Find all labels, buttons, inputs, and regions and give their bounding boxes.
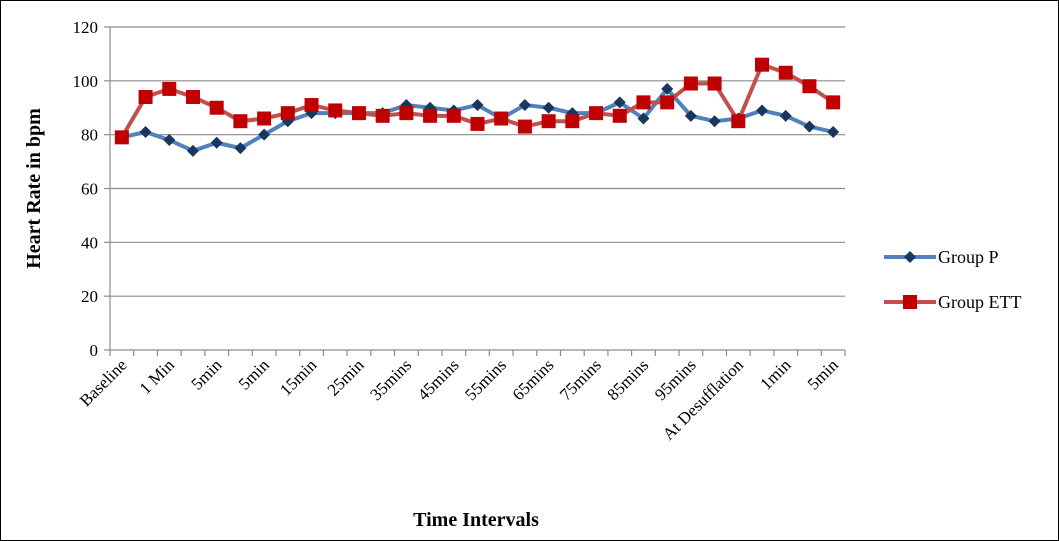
legend-item: Group ETT	[884, 292, 1021, 312]
x-tick-label: 5min	[804, 355, 842, 393]
x-tick-label: 45mins	[414, 355, 463, 404]
data-point	[731, 114, 746, 129]
data-point	[233, 114, 248, 129]
data-point	[304, 98, 319, 113]
data-point	[683, 76, 698, 91]
x-tick-label: 65mins	[509, 355, 558, 404]
data-point	[803, 120, 816, 133]
data-point	[613, 96, 626, 109]
y-tick-label: 20	[81, 287, 98, 306]
x-tick-label: 25min	[324, 355, 369, 400]
data-point	[257, 111, 272, 126]
data-point	[755, 57, 770, 72]
y-tick-label: 80	[81, 126, 98, 145]
data-point	[114, 130, 129, 145]
data-point	[234, 142, 247, 155]
data-point	[826, 95, 841, 110]
data-point	[612, 108, 627, 123]
x-tick-labels: Baseline 1 Min 5min 5min 15min 25min35mins45m…	[76, 355, 842, 444]
legend-label: Group ETT	[938, 292, 1021, 312]
x-tick-label: 75mins	[556, 355, 605, 404]
data-point	[636, 95, 651, 110]
data-point	[185, 89, 200, 104]
x-tick-label: 5min	[235, 355, 273, 393]
data-point	[163, 134, 176, 147]
y-tick-labels: 0 20 40 60 80 100 120	[73, 18, 99, 360]
x-tick-label: 85mins	[603, 355, 652, 404]
data-point	[210, 136, 223, 149]
y-tick-label: 40	[81, 233, 98, 252]
data-point	[470, 116, 485, 131]
data-point	[778, 65, 793, 80]
data-point	[209, 100, 224, 115]
data-point	[162, 81, 177, 96]
data-point	[258, 128, 271, 141]
legend-label: Group P	[938, 247, 999, 267]
data-point	[660, 95, 675, 110]
data-point	[328, 103, 343, 118]
data-point	[756, 104, 769, 117]
legend-item: Group P	[884, 247, 999, 267]
x-tick-label: 1min	[756, 355, 794, 393]
x-tick-label: 35mins	[366, 355, 415, 404]
data-point	[661, 82, 674, 95]
y-tick-label: 100	[73, 72, 99, 91]
y-tick-label: 0	[90, 341, 99, 360]
data-point	[138, 89, 153, 104]
legend: Group P Group ETT	[884, 247, 1021, 312]
data-point	[541, 114, 556, 129]
data-point	[637, 112, 650, 125]
data-point	[351, 106, 366, 121]
y-tick-label: 120	[73, 18, 99, 37]
x-tick-label: 15min	[276, 355, 321, 400]
legend-marker	[903, 295, 917, 309]
data-point	[423, 108, 438, 123]
data-point	[542, 101, 555, 114]
data-point	[517, 119, 532, 134]
x-axis-title: Time Intervals	[413, 509, 539, 531]
x-tick-label: 55mins	[461, 355, 510, 404]
axes	[104, 26, 846, 356]
data-point	[280, 106, 295, 121]
data-point	[375, 108, 390, 123]
data-point	[186, 144, 199, 157]
data-point	[827, 125, 840, 138]
data-point	[708, 115, 721, 128]
series-layer	[114, 57, 841, 157]
x-tick-label: 1 Min	[136, 355, 179, 398]
x-tick-label: Baseline	[76, 355, 131, 410]
data-point	[779, 109, 792, 122]
gridlines	[110, 26, 845, 297]
data-point	[471, 99, 484, 112]
data-point	[494, 111, 509, 126]
data-point	[399, 106, 414, 121]
data-point	[707, 76, 722, 91]
y-axis-title: Heart Rate in bpm	[23, 108, 45, 269]
data-point	[684, 109, 697, 122]
data-point	[518, 99, 531, 112]
data-point	[565, 114, 580, 129]
data-point	[446, 108, 461, 123]
data-point	[139, 125, 152, 138]
legend-marker	[904, 251, 916, 263]
x-tick-label: 5min	[187, 355, 225, 393]
data-point	[589, 106, 604, 121]
y-tick-label: 60	[81, 180, 98, 199]
data-point	[802, 79, 817, 94]
